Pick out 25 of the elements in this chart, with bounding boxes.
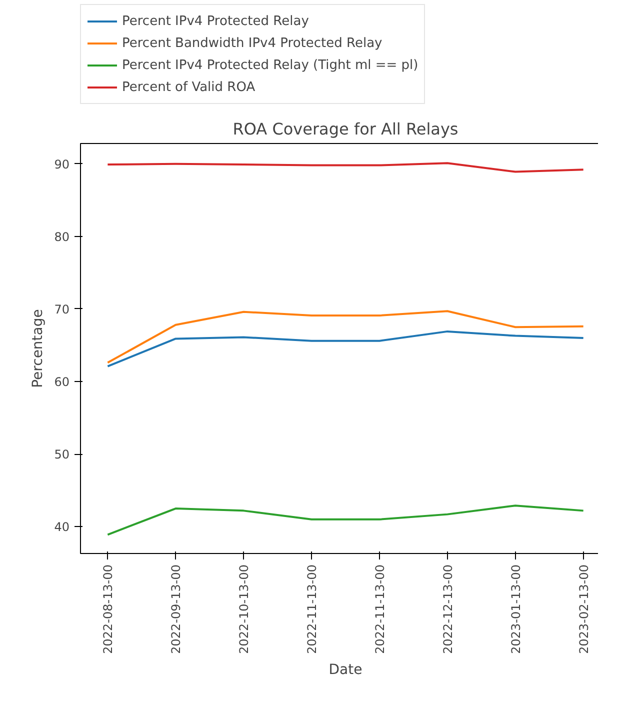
legend-label: Percent of Valid ROA [122, 80, 256, 94]
x-tick-label: 2022-11-13-00 [372, 564, 387, 654]
chart-title: ROA Coverage for All Relays [232, 120, 458, 138]
y-tick-label: 80 [54, 230, 70, 244]
x-tick-label: 2022-11-13-00 [305, 564, 320, 654]
y-tick-label: 60 [54, 375, 70, 390]
legend-label: Percent IPv4 Protected Relay [122, 14, 309, 28]
x-tick-label: 2023-01-13-00 [508, 564, 523, 654]
y-tick-label: 50 [54, 448, 70, 462]
x-tick-label: 2022-09-13-00 [169, 564, 184, 654]
x-tick-label: 2023-02-13-00 [576, 564, 591, 654]
y-axis-title: Percentage [30, 309, 46, 388]
y-tick-label: 70 [54, 302, 70, 316]
legend-label: Percent Bandwidth IPv4 Protected Relay [122, 36, 382, 50]
line-series [106, 330, 584, 368]
x-tick-label: 2022-10-13-00 [237, 564, 252, 654]
line-series [106, 310, 584, 364]
x-axis-title: Date [328, 662, 362, 678]
y-tick-label: 90 [54, 157, 70, 172]
line-series [106, 162, 584, 173]
line-series [106, 504, 584, 536]
y-tick-label: 40 [54, 520, 70, 534]
x-tick-label: 2022-12-13-00 [440, 564, 455, 654]
x-tick-label: 2022-08-13-00 [101, 564, 116, 654]
legend-label: Percent IPv4 Protected Relay (Tight ml == pl) [122, 58, 418, 72]
